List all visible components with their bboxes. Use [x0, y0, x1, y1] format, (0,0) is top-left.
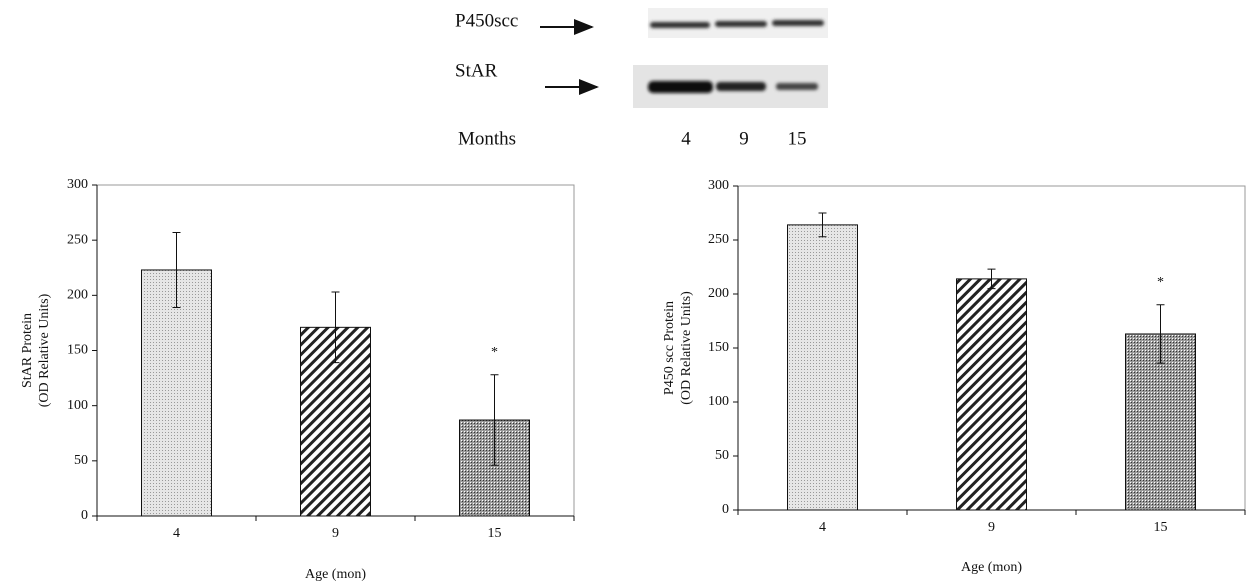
y-tick-label: 0 [722, 502, 729, 517]
bar [957, 279, 1027, 510]
x-tick-label: 9 [988, 520, 995, 535]
lane-label: 4 [681, 128, 691, 149]
annotation: * [1157, 275, 1164, 290]
bar [788, 225, 858, 510]
x-tick-label: 15 [488, 526, 502, 541]
y-tick-label: 100 [708, 394, 729, 409]
lane-label: 15 [788, 128, 807, 149]
y-tick-label: 100 [67, 398, 88, 413]
x-axis-label: Age (mon) [305, 567, 366, 582]
x-tick-label: 15 [1154, 520, 1168, 535]
y-tick-label: 200 [708, 286, 729, 301]
x-tick-label: 4 [173, 526, 180, 541]
y-axis-label: (OD Relative Units) [37, 293, 52, 407]
y-tick-label: 50 [74, 453, 88, 468]
blot-axis-label: Months [458, 128, 516, 149]
blot-row-label: StAR [455, 60, 498, 81]
x-tick-label: 4 [819, 520, 826, 535]
x-axis-label: Age (mon) [961, 560, 1022, 575]
y-axis-label: StAR Protein [20, 313, 35, 388]
y-tick-label: 300 [67, 177, 88, 192]
annotation: * [491, 345, 498, 360]
y-tick-label: 150 [708, 340, 729, 355]
y-tick-label: 250 [708, 232, 729, 247]
y-tick-label: 250 [67, 232, 88, 247]
western-blot: P450scc StAR Months 4 9 15 [455, 8, 828, 149]
blot-row-label: P450scc [455, 10, 518, 31]
y-axis-label: P450 scc Protein [662, 301, 677, 395]
x-tick-label: 9 [332, 526, 339, 541]
y-tick-label: 150 [67, 343, 88, 358]
y-axis-label: (OD Relative Units) [679, 291, 694, 405]
y-tick-label: 300 [708, 178, 729, 193]
y-tick-label: 200 [67, 288, 88, 303]
figure: P450scc StAR Months 4 9 15 0501001502002… [0, 0, 1246, 584]
y-tick-label: 50 [715, 448, 729, 463]
y-tick-label: 0 [81, 508, 88, 523]
lane-label: 9 [739, 128, 749, 149]
